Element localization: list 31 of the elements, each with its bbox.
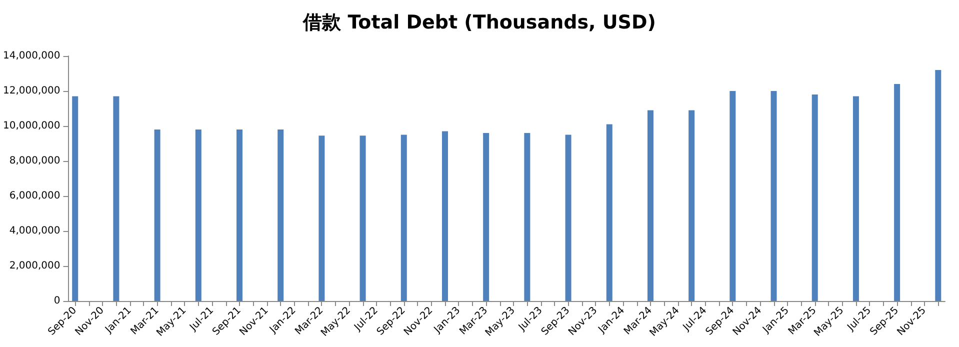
bar [812, 94, 818, 301]
bar [852, 96, 859, 301]
y-tick-label: 8,000,000 [9, 156, 60, 166]
bar [935, 70, 942, 301]
bar [195, 130, 202, 301]
y-tick-label: 12,000,000 [2, 86, 60, 96]
bar [113, 96, 120, 301]
bar [318, 136, 325, 301]
bar [688, 110, 695, 301]
bar [770, 91, 777, 301]
bar [730, 91, 736, 301]
bar [154, 130, 160, 301]
bar [72, 96, 78, 301]
bar [483, 133, 490, 301]
chart-title: 借款 Total Debt (Thousands, USD) [302, 12, 656, 34]
bar [360, 136, 366, 301]
bar [278, 130, 284, 301]
bar [647, 110, 654, 301]
bar [606, 124, 612, 301]
bar [442, 131, 448, 301]
y-tick-label: 2,000,000 [9, 260, 60, 272]
bar [400, 134, 407, 301]
bar [236, 130, 242, 301]
bar [894, 84, 900, 301]
bar [565, 134, 572, 301]
bar [524, 133, 530, 301]
y-tick-label: 10,000,000 [2, 120, 60, 132]
y-tick-label: 4,000,000 [9, 226, 60, 236]
y-tick-label: 0 [54, 296, 60, 306]
y-tick-label: 6,000,000 [9, 190, 60, 202]
y-tick-label: 14,000,000 [2, 50, 60, 62]
